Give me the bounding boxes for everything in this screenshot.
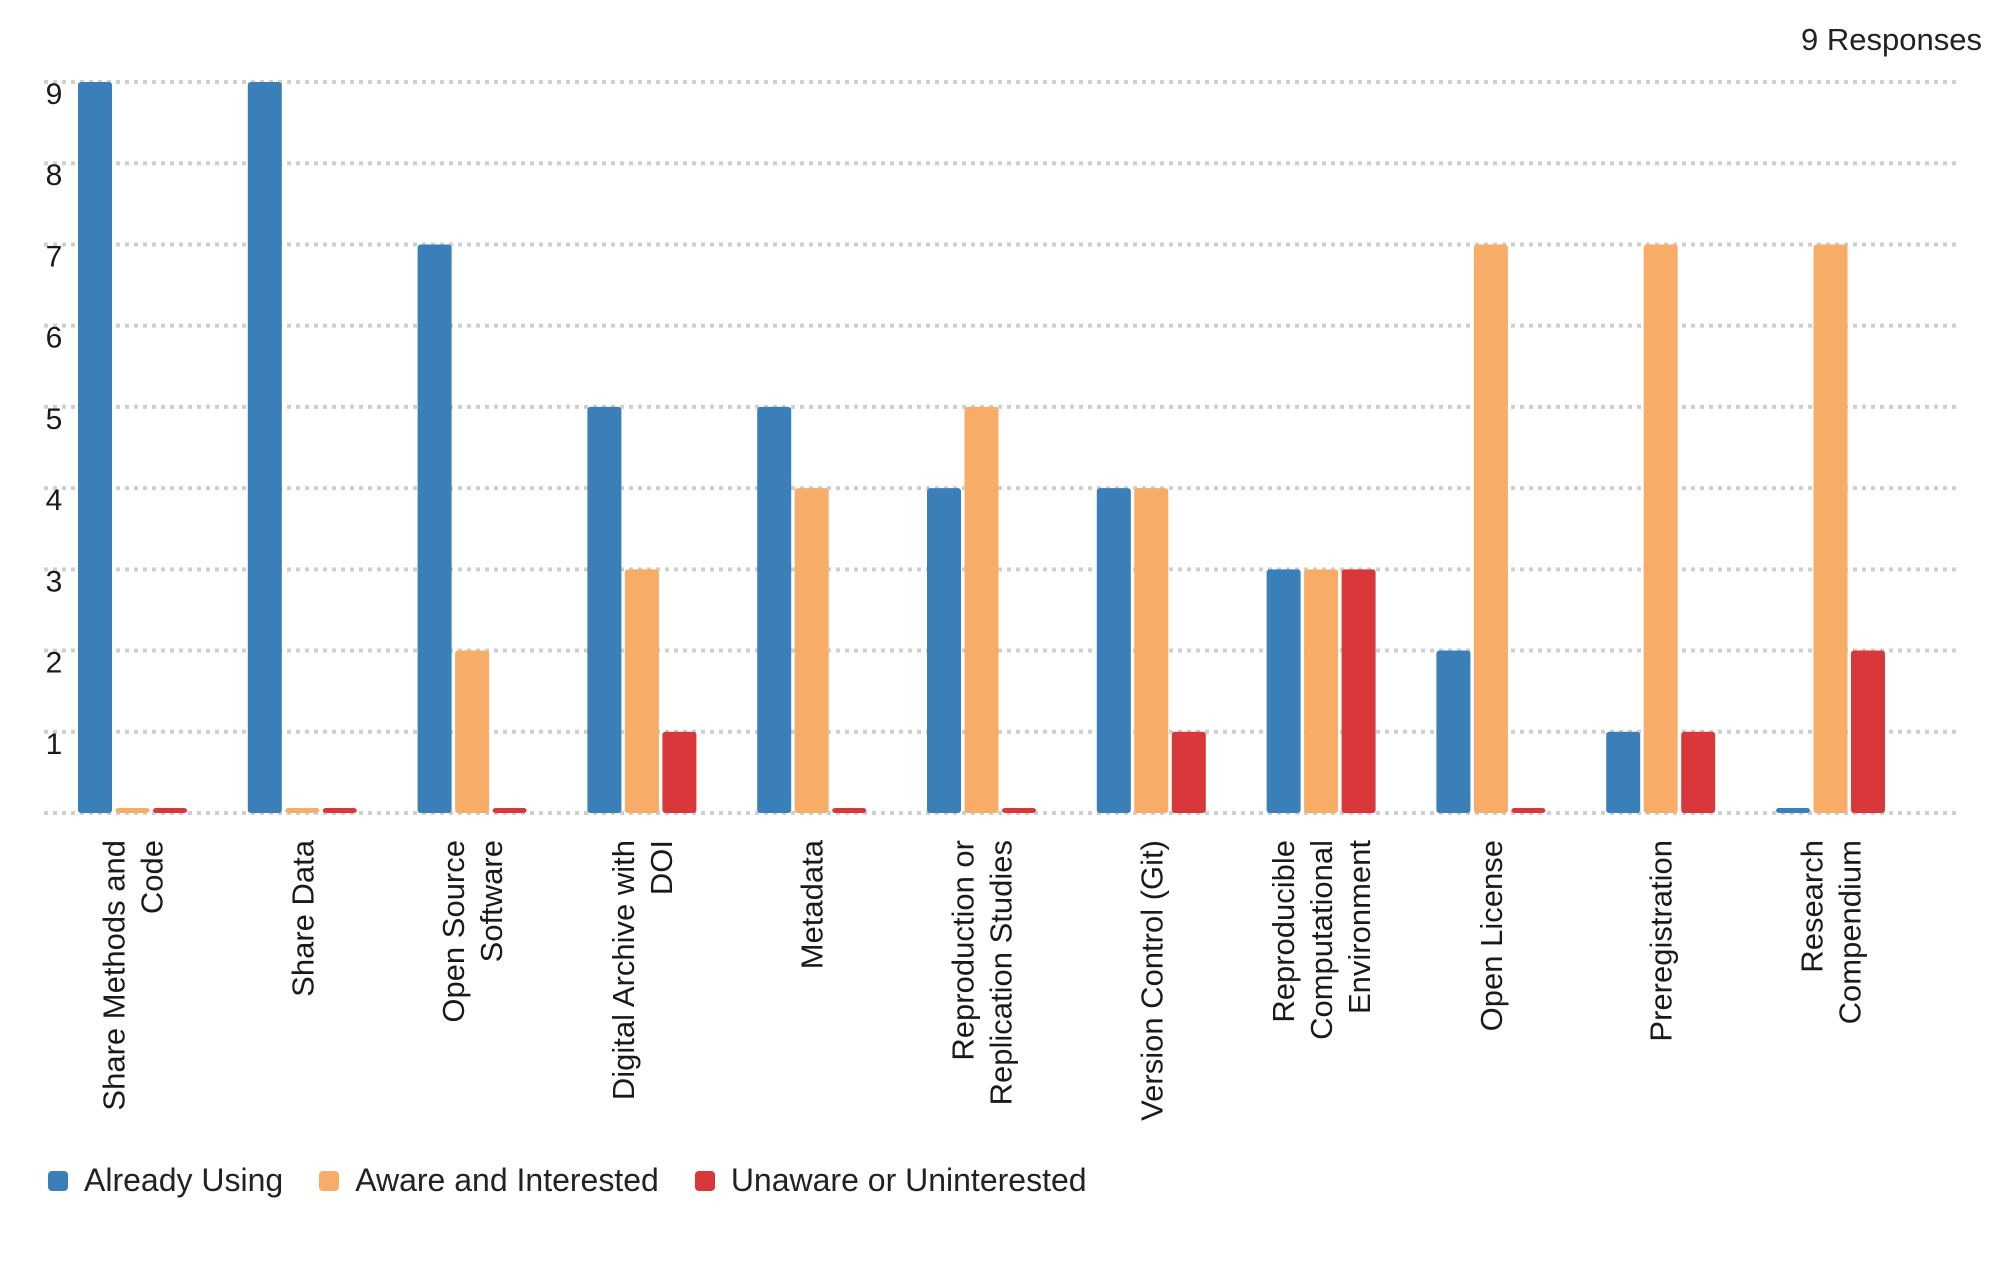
x-tick-label-5: Reproduction or Replication Studies bbox=[946, 840, 1019, 1105]
x-tick-label-line: Research bbox=[1795, 840, 1830, 973]
y-tick-label-8: 8 bbox=[46, 159, 63, 192]
bar-already-using-0 bbox=[78, 82, 112, 813]
x-tick-label-line: Digital Archive with bbox=[606, 840, 641, 1100]
x-tick-label-line: Software bbox=[474, 840, 509, 962]
x-tick-label-line: Compendium bbox=[1833, 840, 1868, 1024]
bar-already-using-5 bbox=[927, 488, 961, 813]
response-count: 9 Responses bbox=[1801, 22, 1982, 57]
x-tick-label-line: DOI bbox=[644, 840, 679, 895]
x-tick-label-10: Research Compendium bbox=[1795, 840, 1868, 1024]
legend-label-already-using: Already Using bbox=[84, 1162, 284, 1198]
y-tick-label-7: 7 bbox=[46, 240, 63, 273]
x-tick-label-line: Environment bbox=[1342, 840, 1377, 1014]
x-tick-label-line: Share Data bbox=[285, 839, 320, 997]
bar-unaware-or-uninterested-3 bbox=[662, 731, 697, 813]
y-tick-label-3: 3 bbox=[46, 565, 63, 598]
x-tick-label-line: Replication Studies bbox=[984, 840, 1019, 1105]
legend-item-already-using: Already Using bbox=[48, 1162, 283, 1199]
x-tick-label-0: Share Methods and Code bbox=[97, 840, 170, 1111]
bar-aware-and-interested-3 bbox=[624, 569, 659, 813]
bar-aware-and-interested-5 bbox=[964, 406, 999, 813]
x-tick-label-line: Share Methods and bbox=[97, 840, 132, 1111]
bar-unaware-or-uninterested-9 bbox=[1681, 731, 1716, 813]
x-tick-label-line: Reproducible bbox=[1266, 840, 1301, 1023]
legend-label-aware-interested: Aware and Interested bbox=[355, 1162, 659, 1198]
y-tick-label-4: 4 bbox=[46, 484, 63, 517]
x-tick-label-1: Share Data bbox=[285, 839, 320, 997]
legend-label-unaware-uninterested: Unaware or Uninterested bbox=[730, 1162, 1087, 1198]
bar-already-using-1 bbox=[247, 82, 282, 813]
bar-already-using-2 bbox=[417, 244, 452, 813]
x-tick-label-line: Code bbox=[135, 840, 170, 914]
y-tick-label-1: 1 bbox=[46, 728, 63, 761]
bar-unaware-or-uninterested-5 bbox=[1002, 808, 1036, 813]
x-tick-label-4: Metadata bbox=[795, 839, 830, 969]
y-tick-label-6: 6 bbox=[46, 322, 63, 355]
x-tick-label-line: Open Source bbox=[436, 840, 471, 1023]
y-tick-label-9: 9 bbox=[46, 78, 63, 111]
bar-unaware-or-uninterested-4 bbox=[832, 808, 867, 813]
grouped-bar-chart: 1 2 3 4 5 6 7 8 9 Share Methods and Code Share Data… bbox=[44, 78, 1958, 1121]
x-tick-label-line: Version Control (Git) bbox=[1134, 840, 1169, 1121]
x-tick-label-7: Reproducible Computational Environment bbox=[1266, 840, 1377, 1040]
x-tick-label-9: Preregistration bbox=[1644, 840, 1679, 1042]
bar-already-using-7 bbox=[1266, 569, 1301, 813]
bar-aware-and-interested-2 bbox=[455, 650, 490, 813]
x-tick-label-2: Open Source Software bbox=[436, 840, 509, 1023]
bar-aware-and-interested-0 bbox=[115, 808, 150, 813]
bar-unaware-or-uninterested-0 bbox=[153, 808, 187, 813]
y-tick-label-5: 5 bbox=[46, 403, 63, 436]
x-tick-label-line: Reproduction or bbox=[946, 840, 981, 1061]
bar-already-using-4 bbox=[757, 406, 792, 813]
bar-already-using-8 bbox=[1436, 650, 1471, 813]
bar-unaware-or-uninterested-10 bbox=[1851, 650, 1885, 813]
y-tick-label-2: 2 bbox=[46, 647, 63, 680]
legend-swatch-unaware-uninterested bbox=[694, 1170, 715, 1191]
x-tick-label-line: Open License bbox=[1474, 840, 1509, 1031]
x-tick-label-8: Open License bbox=[1474, 840, 1509, 1031]
bar-aware-and-interested-6 bbox=[1134, 488, 1169, 813]
bar-unaware-or-uninterested-7 bbox=[1341, 569, 1376, 813]
bar-unaware-or-uninterested-6 bbox=[1171, 731, 1206, 813]
legend-swatch-already-using bbox=[48, 1170, 68, 1191]
bar-aware-and-interested-4 bbox=[794, 488, 829, 813]
bar-aware-and-interested-1 bbox=[285, 808, 320, 813]
legend-item-unaware-uninterested: Unaware or Uninterested bbox=[694, 1162, 1087, 1199]
x-tick-label-3: Digital Archive with DOI bbox=[606, 840, 679, 1100]
bar-unaware-or-uninterested-2 bbox=[492, 808, 527, 813]
x-tick-label-line: Metadata bbox=[795, 839, 830, 969]
bar-already-using-10 bbox=[1776, 808, 1810, 813]
legend-swatch-aware-interested bbox=[319, 1170, 340, 1191]
bar-already-using-3 bbox=[587, 406, 622, 813]
bar-unaware-or-uninterested-8 bbox=[1511, 808, 1546, 813]
bar-aware-and-interested-10 bbox=[1813, 244, 1848, 813]
chart-legend: Already Using Aware and Interested Unawa… bbox=[48, 1162, 1123, 1199]
bar-already-using-6 bbox=[1096, 488, 1131, 813]
legend-item-aware-interested: Aware and Interested bbox=[319, 1162, 659, 1199]
bar-aware-and-interested-7 bbox=[1304, 569, 1339, 813]
x-tick-label-line: Computational bbox=[1304, 840, 1339, 1040]
x-tick-label-6: Version Control (Git) bbox=[1134, 840, 1169, 1121]
bar-already-using-9 bbox=[1606, 731, 1641, 813]
bar-unaware-or-uninterested-1 bbox=[322, 808, 357, 813]
bar-aware-and-interested-8 bbox=[1473, 244, 1508, 813]
x-tick-label-line: Preregistration bbox=[1644, 840, 1679, 1042]
bar-aware-and-interested-9 bbox=[1643, 244, 1678, 813]
